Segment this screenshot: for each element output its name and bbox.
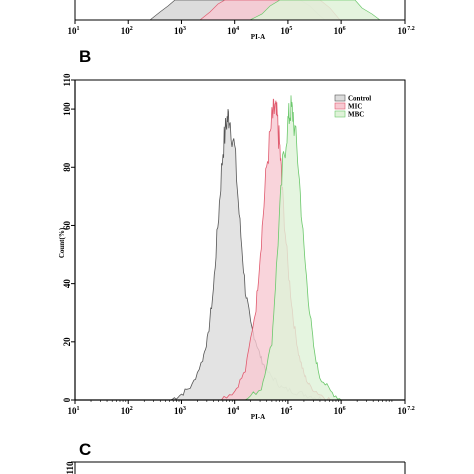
x-tick-label: 10: [334, 406, 344, 416]
x-tick-exponent: 1: [77, 406, 80, 412]
y-tick-label: 0: [62, 397, 72, 402]
top-x-tick-exponent: 7.2: [407, 26, 415, 32]
legend-label-mbc: MBC: [348, 111, 364, 119]
y-axis-title: Count(%): [58, 227, 66, 258]
series-mbc-area: [243, 95, 343, 401]
top-x-tick-label: 10: [227, 26, 237, 36]
x-tick-exponent: 3: [183, 406, 186, 412]
top-x-tick-label: 10: [398, 26, 408, 36]
x-tick-exponent: 5: [289, 406, 292, 412]
legend-swatch-mic: [334, 102, 346, 110]
x-tick-label: 10: [398, 406, 408, 416]
top-x-tick-exponent: 2: [130, 26, 133, 32]
y-tick-label: 100: [62, 102, 72, 116]
x-tick-label: 10: [174, 406, 184, 416]
top-x-tick-label: 10: [280, 26, 290, 36]
x-axis-title: PI-A: [251, 413, 265, 421]
panel-c-y-tick-label: 110: [65, 461, 75, 474]
x-tick-exponent: 2: [130, 406, 133, 412]
y-tick-label: 80: [62, 162, 72, 172]
top-x-tick-exponent: 1: [77, 26, 80, 32]
x-tick-label: 10: [68, 406, 78, 416]
x-tick-label: 10: [280, 406, 290, 416]
y-tick-label: 110: [62, 73, 72, 87]
top-x-tick-label: 10: [68, 26, 78, 36]
y-tick-label: 40: [62, 279, 72, 289]
panel-c-letter: C: [79, 440, 91, 459]
top-x-tick-label: 10: [174, 26, 184, 36]
panel-b-letter: B: [79, 47, 91, 66]
x-tick-label: 10: [227, 406, 237, 416]
top-mbc-curve: [249, 0, 382, 21]
x-ticks: 10 1 10 2 10 3 10 4 10 5 10 6 10 7.2: [68, 400, 415, 416]
x-tick-exponent: 6: [343, 406, 346, 412]
y-ticks: 0 20 40 60 80 100 110: [62, 73, 75, 402]
series-layer: [170, 95, 343, 401]
top-x-axis-title: PI-A: [251, 33, 265, 41]
top-x-tick-exponent: 3: [183, 26, 186, 32]
panel-b-chart: 10 1 10 2 10 3 10 4 10 5 10 6 10 7.2 020406080100110 …: [58, 73, 415, 421]
top-panel: 10 1 10 2 10 3 10 4 10 5 10 6 10 7.2 PI-A: [68, 0, 415, 41]
legend-label-control: Control: [348, 95, 371, 103]
top-x-tick-exponent: 5: [289, 26, 292, 32]
top-x-ticks: 10 1 10 2 10 3 10 4 10 5 10 6 10 7.2: [68, 20, 415, 36]
x-tick-exponent: 4: [236, 406, 239, 412]
legend-swatch-control: [334, 94, 346, 102]
top-x-tick-label: 10: [121, 26, 131, 36]
y-tick-label: 60: [62, 220, 72, 230]
legend-label-mic: MIC: [348, 103, 362, 111]
top-x-tick-label: 10: [334, 26, 344, 36]
legend-swatch-mbc: [334, 110, 346, 118]
top-x-tick-exponent: 6: [343, 26, 346, 32]
x-tick-exponent: 7.2: [407, 406, 415, 412]
panel-c-chart: 110: [65, 461, 406, 474]
y-tick-label: 20: [62, 337, 72, 347]
x-tick-label: 10: [121, 406, 131, 416]
top-x-tick-exponent: 4: [236, 26, 239, 32]
